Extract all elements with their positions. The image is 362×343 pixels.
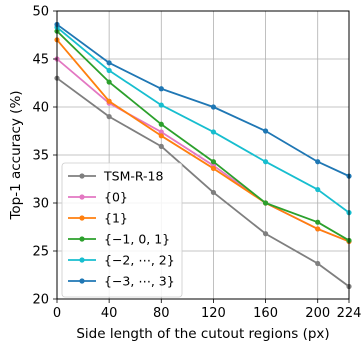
data-point [315, 219, 321, 225]
data-point [315, 226, 321, 232]
legend-marker [79, 173, 85, 179]
series-5 [54, 21, 352, 179]
x-tick-label: 120 [201, 306, 226, 321]
data-point [158, 133, 164, 139]
series-lines [54, 21, 352, 290]
data-point [106, 114, 112, 120]
series-4 [54, 24, 352, 216]
legend-label: {0} [104, 190, 128, 205]
y-axis-label: Top-1 accuracy (%) [8, 90, 24, 220]
y-tick-label: 40 [32, 101, 49, 116]
legend-entry: {1} [68, 211, 128, 226]
data-point [158, 129, 164, 135]
data-point [210, 165, 217, 172]
legend: TSM-R-18 {0} {1} {−1, 0, 1} {−2, ⋯, 2} {−3, ⋯… [61, 162, 183, 298]
legend-label: {1} [104, 211, 128, 226]
y-tick-label: 35 [32, 149, 49, 164]
data-point [262, 200, 269, 206]
x-axis-label: Side length of the cutout regions (px) [76, 326, 329, 342]
data-point [210, 189, 217, 196]
legend-marker [79, 194, 85, 200]
data-point [158, 86, 164, 92]
data-point [315, 260, 321, 267]
x-tick-label: 0 [53, 306, 61, 321]
series-0 [54, 75, 352, 290]
x-tick-label: 160 [253, 306, 278, 321]
x-tick-label: 80 [153, 306, 170, 321]
x-tick-label: 200 [305, 306, 330, 321]
legend-marker [79, 257, 85, 263]
legend-entry: TSM-R-18 [68, 169, 164, 184]
legend-marker [79, 236, 85, 242]
data-point [158, 121, 164, 127]
y-tick-label: 45 [32, 53, 49, 68]
legend-entry: {−1, 0, 1} [68, 232, 170, 247]
data-point [106, 67, 112, 74]
data-point [158, 143, 164, 149]
y-tick-label: 30 [32, 197, 49, 212]
data-point [210, 159, 217, 165]
y-tick-label: 50 [32, 5, 49, 20]
data-point [262, 159, 269, 165]
legend-entry: {0} [68, 190, 128, 205]
data-point [262, 128, 269, 134]
legend-label: {−1, 0, 1} [104, 232, 170, 247]
legend-label: TSM-R-18 [103, 169, 164, 184]
data-point [210, 104, 217, 110]
axis-ticks: 0 40 80 120 160 200 224 20 25 30 35 40 45 50 [32, 5, 361, 322]
x-tick-label: 40 [101, 306, 118, 321]
data-point [106, 98, 112, 104]
data-point [158, 102, 164, 108]
legend-entry: {−2, ⋯, 2} [68, 253, 175, 268]
data-point [210, 129, 217, 135]
data-point [315, 159, 321, 165]
legend-marker [79, 215, 85, 221]
legend-entry: {−3, ⋯, 3} [68, 274, 175, 289]
data-point [315, 186, 321, 193]
y-tick-label: 25 [32, 245, 49, 260]
series-3 [54, 28, 352, 244]
data-point [262, 231, 269, 237]
legend-marker [79, 278, 85, 284]
legend-label: {−2, ⋯, 2} [104, 253, 175, 268]
legend-label: {−3, ⋯, 3} [104, 274, 175, 289]
data-point [106, 60, 112, 66]
x-tick-label: 224 [337, 306, 362, 321]
data-point [106, 79, 112, 85]
y-tick-label: 20 [32, 293, 49, 308]
